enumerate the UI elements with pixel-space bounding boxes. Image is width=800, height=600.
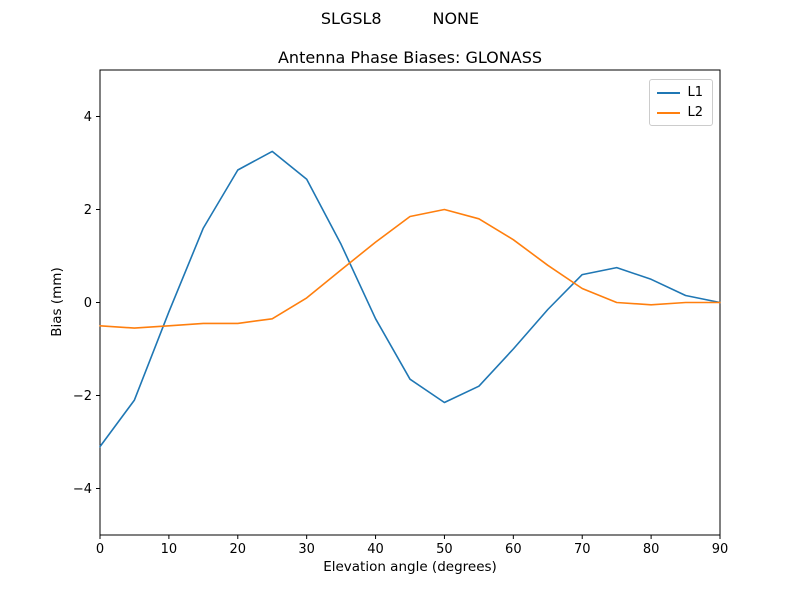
x-tick-label: 20 — [230, 542, 247, 557]
x-tick-label: 90 — [712, 542, 729, 557]
axes-title: Antenna Phase Biases: GLONASS — [277, 48, 542, 67]
x-tick-label: 70 — [574, 542, 591, 557]
x-tick-label: 60 — [505, 542, 522, 557]
legend-item-L2: L2 — [657, 105, 703, 120]
legend-swatch-L1 — [657, 91, 681, 94]
legend-label-L1: L1 — [687, 85, 703, 100]
legend: L1 L2 — [649, 79, 713, 126]
legend-swatch-L2 — [657, 111, 681, 114]
x-tick-label: 10 — [161, 542, 178, 557]
legend-item-L1: L1 — [657, 85, 703, 100]
series-line-L1 — [99, 150, 721, 448]
y-tick-label: 4 — [84, 110, 92, 125]
x-axis-label: Elevation angle (degrees) — [323, 559, 497, 575]
x-tick-label: 0 — [96, 542, 104, 557]
x-tick-label: 30 — [298, 542, 315, 557]
suptitle: SLGSL8 NONE — [320, 9, 480, 28]
x-tick-label: 50 — [436, 542, 453, 557]
y-tick-label: −2 — [73, 389, 92, 404]
legend-label-L2: L2 — [687, 105, 703, 120]
y-tick-label: −4 — [73, 482, 92, 497]
y-axis-label: Bias (mm) — [49, 267, 65, 337]
series-line-L2 — [99, 208, 721, 329]
y-tick-label: 2 — [84, 203, 92, 218]
x-tick-label: 80 — [643, 542, 660, 557]
x-tick-label: 40 — [367, 542, 384, 557]
y-tick-label: 0 — [84, 296, 92, 311]
